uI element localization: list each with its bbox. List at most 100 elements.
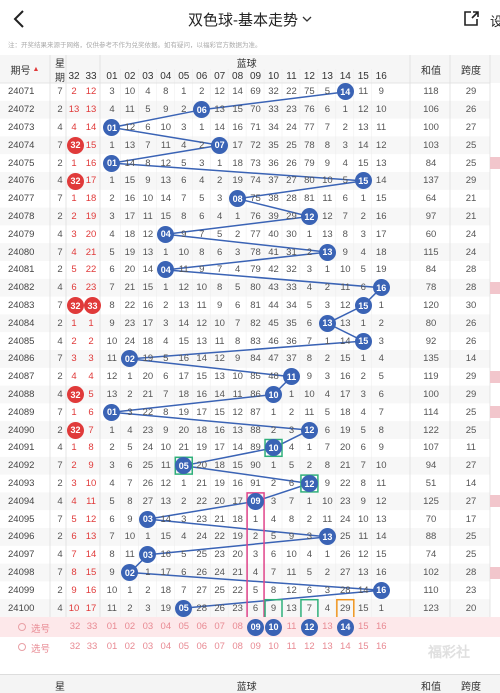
sum-cell: 114: [423, 406, 439, 418]
blue-miss-cell: 1: [360, 193, 366, 205]
blue-miss-cell: 28: [196, 602, 207, 614]
pick-number[interactable]: 06: [196, 621, 208, 632]
blue-miss-cell: 17: [178, 371, 190, 383]
blue-miss-cell: 19: [375, 264, 387, 276]
red-miss-cell: 16: [85, 157, 97, 169]
pick-number[interactable]: 02: [124, 621, 136, 632]
blue-miss-cell: 75: [250, 193, 261, 205]
selected-ball[interactable]: 12: [300, 618, 318, 636]
blue-col-header: 10: [267, 70, 280, 82]
blue-miss-cell: 9: [145, 175, 151, 187]
period-cell: 24096: [8, 531, 35, 543]
pick-number[interactable]: 32: [69, 641, 81, 652]
pick-radio[interactable]: [18, 623, 26, 631]
blue-miss-cell: 1: [181, 477, 187, 489]
blue-miss-cell: 1: [181, 86, 187, 98]
red-miss-cell: 2: [71, 86, 77, 98]
pick-number[interactable]: 15: [358, 641, 369, 652]
blue-ball: 15: [354, 297, 372, 314]
pick-number[interactable]: 03: [142, 641, 154, 652]
blue-miss-cell: 9: [306, 371, 313, 383]
pick-number[interactable]: 16: [375, 621, 387, 632]
pick-number[interactable]: 12: [304, 641, 315, 652]
blue-miss-cell: 15: [214, 406, 225, 418]
pick-number[interactable]: 04: [160, 641, 172, 652]
pick-row-2[interactable]: [0, 637, 500, 656]
blue-col-header: 03: [142, 70, 154, 82]
pick-number[interactable]: 06: [196, 641, 208, 652]
red-miss-cell: 12: [85, 513, 97, 525]
red-miss-cell: 2: [71, 460, 77, 472]
settings-button[interactable]: 设: [490, 14, 500, 29]
weekday-cell: 2: [57, 317, 63, 329]
red-ball: 33: [84, 297, 101, 315]
weekday-cell: 7: [57, 406, 63, 418]
blue-miss-cell: 32: [268, 86, 279, 98]
pick-number[interactable]: 10: [268, 641, 279, 652]
pick-number[interactable]: 11: [286, 641, 297, 652]
selected-ball[interactable]: 14: [336, 618, 354, 636]
blue-ball: 03: [139, 510, 157, 528]
pick-number[interactable]: 32: [69, 621, 81, 632]
sum-cell: 80: [425, 317, 437, 329]
pick-number[interactable]: 11: [286, 621, 297, 632]
pick-number[interactable]: 04: [160, 621, 172, 632]
blue-miss-cell: 90: [250, 460, 261, 472]
red-miss-cell: 8: [71, 566, 77, 578]
pick-number[interactable]: 01: [106, 641, 118, 652]
span-cell: 29: [465, 86, 477, 98]
blue-miss-cell: 5: [145, 104, 151, 116]
blue-miss-cell: 4: [181, 531, 187, 543]
pick-number[interactable]: 01: [106, 621, 118, 632]
blue-miss-cell: 8: [217, 282, 223, 294]
share-icon[interactable]: [462, 10, 480, 28]
edge-marker: [490, 406, 500, 419]
blue-miss-cell: 2: [181, 495, 187, 507]
pick-number[interactable]: 05: [178, 641, 190, 652]
blue-miss-cell: 1: [145, 566, 151, 578]
pick-label: 选号: [31, 624, 51, 635]
pick-radio[interactable]: [18, 643, 26, 651]
weekday-cell: 4: [57, 335, 63, 347]
blue-miss-cell: 1: [378, 299, 384, 311]
blue-miss-cell: 35: [268, 139, 279, 151]
pick-number[interactable]: 07: [214, 621, 225, 632]
blue-miss-cell: 11: [107, 602, 117, 614]
red-miss-cell: 11: [86, 495, 96, 507]
blue-miss-cell: 3: [342, 139, 348, 151]
blue-miss-cell: 14: [375, 531, 387, 543]
back-arrow-icon[interactable]: [10, 8, 30, 30]
blue-miss-cell: 3: [378, 335, 384, 347]
blue-miss-cell: 9: [378, 442, 384, 454]
period-header[interactable]: 期号 ▲: [10, 65, 40, 77]
pick-number[interactable]: 07: [214, 641, 225, 652]
pick-number[interactable]: 05: [178, 621, 190, 632]
blue-miss-cell: 7: [109, 531, 115, 543]
pick-number[interactable]: 08: [232, 621, 243, 632]
pick-number[interactable]: 15: [358, 621, 369, 632]
period-cell: 24097: [8, 549, 35, 561]
title-wrap[interactable]: 双色球-基本走势: [0, 0, 500, 38]
pick-number[interactable]: 33: [86, 641, 98, 652]
blue-miss-cell: 8: [360, 477, 366, 489]
sort-icon[interactable]: ▲: [32, 65, 40, 73]
selected-ball[interactable]: 09: [247, 618, 265, 636]
pick-number[interactable]: 16: [375, 641, 387, 652]
selected-ball[interactable]: 10: [265, 618, 283, 636]
pick-number[interactable]: 33: [86, 621, 98, 632]
pick-number[interactable]: 09: [250, 641, 261, 652]
pick-number[interactable]: 14: [340, 641, 351, 652]
sum-cell: 103: [423, 139, 439, 151]
blue-miss-cell: 14: [375, 175, 387, 187]
pick-number[interactable]: 13: [322, 641, 333, 652]
pick-number[interactable]: 08: [232, 641, 243, 652]
red-miss-cell: 19: [85, 210, 97, 222]
pick-number[interactable]: 13: [322, 621, 333, 632]
pick-number[interactable]: 02: [124, 641, 136, 652]
blue-ball: 15: [354, 332, 372, 350]
blue-miss-cell: 12: [232, 406, 243, 418]
blue-miss-cell: 14: [160, 513, 172, 525]
weekday-cell: 4: [57, 549, 63, 561]
pick-number[interactable]: 03: [142, 621, 154, 632]
